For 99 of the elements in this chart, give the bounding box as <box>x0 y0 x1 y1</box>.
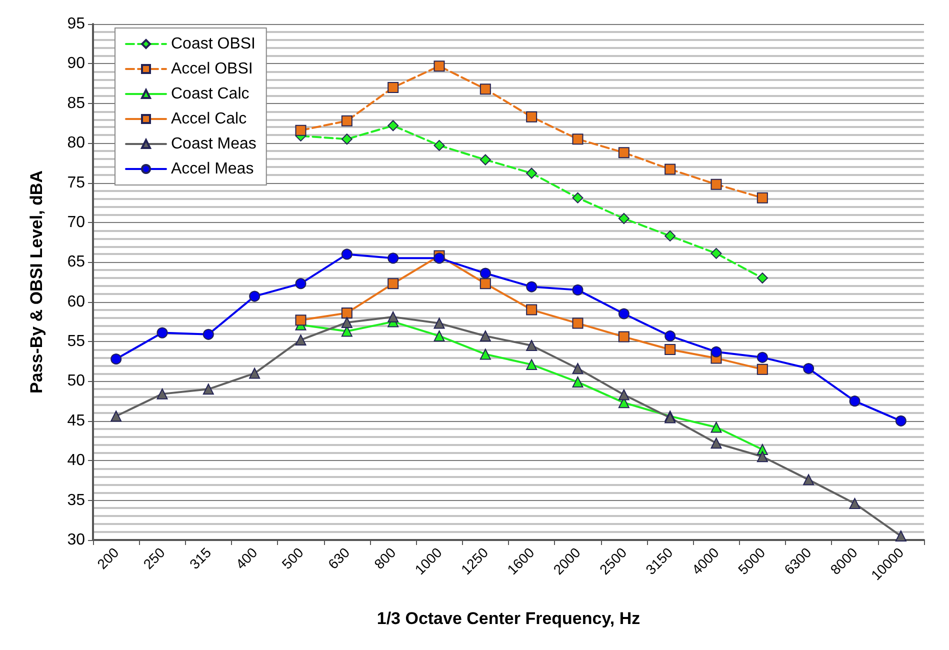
y-tick-label: 60 <box>67 293 86 310</box>
point <box>710 346 722 358</box>
point <box>341 134 352 145</box>
point <box>526 281 538 292</box>
y-tick-label: 65 <box>67 254 86 271</box>
legend-label: Accel Meas <box>171 160 254 178</box>
point <box>341 115 352 126</box>
point <box>480 348 491 360</box>
y-tick-label: 40 <box>67 452 86 470</box>
x-axis-title: 1/3 Octave Center Frequency, Hz <box>376 609 640 628</box>
point <box>572 376 584 388</box>
point <box>249 368 260 379</box>
point <box>710 422 722 433</box>
point <box>341 307 352 318</box>
point <box>110 410 122 422</box>
point <box>849 396 860 407</box>
point <box>295 278 306 290</box>
point <box>156 388 168 400</box>
point <box>618 331 630 342</box>
point <box>756 352 768 363</box>
y-tick-label: 55 <box>67 333 86 350</box>
point <box>572 318 584 329</box>
point <box>526 168 538 179</box>
point <box>110 354 122 364</box>
point <box>572 284 584 296</box>
point <box>388 82 399 94</box>
x-tick-label: 200 <box>94 544 122 572</box>
y-tick-label: 45 <box>67 412 86 430</box>
point <box>434 252 445 264</box>
point <box>849 498 860 509</box>
point <box>526 340 538 352</box>
point <box>480 154 491 166</box>
point <box>572 363 584 374</box>
y-tick-label: 70 <box>67 214 86 231</box>
y-tick-label: 50 <box>67 372 86 390</box>
legend-label: Coast Meas <box>171 136 256 152</box>
point <box>618 308 630 320</box>
point <box>434 318 445 329</box>
x-tick-label: 630 <box>324 544 353 572</box>
point <box>434 330 445 342</box>
point <box>803 474 814 486</box>
point <box>710 248 722 259</box>
point <box>572 134 584 145</box>
point <box>295 124 306 136</box>
point <box>710 438 722 449</box>
point <box>664 164 676 175</box>
x-tick-label: 315 <box>186 544 214 572</box>
y-tick-label: 80 <box>67 134 86 152</box>
y-tick-label: 75 <box>67 174 86 192</box>
point <box>526 304 538 316</box>
point <box>202 328 214 340</box>
x-tick-label: 250 <box>140 544 168 572</box>
point <box>895 415 906 426</box>
y-tick-label: 35 <box>67 492 86 509</box>
point <box>756 272 768 284</box>
point <box>618 147 630 158</box>
point <box>249 290 260 302</box>
y-axis-title: Pass-By & OBSI Level, dBA <box>27 170 46 394</box>
x-tick-label: 400 <box>232 544 260 572</box>
y-tick-label: 30 <box>67 532 86 548</box>
point <box>756 192 768 204</box>
point <box>480 84 491 95</box>
x-tick-label: 500 <box>278 544 307 572</box>
point <box>341 316 352 328</box>
legend-label: Coast OBSI <box>171 36 256 52</box>
point <box>526 111 538 122</box>
point <box>480 278 491 290</box>
point <box>388 120 399 132</box>
y-tick-label: 95 <box>67 16 86 32</box>
point <box>480 330 491 342</box>
point <box>388 252 399 264</box>
point <box>618 212 630 224</box>
legend-label: Coast Calc <box>171 86 250 102</box>
point <box>388 311 399 322</box>
legend-label: Accel OBSI <box>171 60 253 78</box>
point <box>710 178 722 190</box>
point <box>664 344 676 355</box>
point <box>295 314 306 326</box>
point <box>664 330 676 342</box>
point <box>572 192 584 204</box>
point <box>202 384 214 395</box>
y-tick-label: 85 <box>67 94 86 112</box>
y-tick-label: 90 <box>67 55 86 72</box>
point <box>480 268 491 279</box>
point <box>618 389 630 400</box>
point <box>803 363 814 374</box>
x-tick-label: 800 <box>370 544 399 572</box>
point <box>756 451 768 462</box>
point <box>526 359 538 370</box>
point <box>895 530 906 542</box>
point <box>664 230 676 242</box>
point <box>388 278 399 290</box>
point <box>295 334 306 346</box>
legend-label: Accel Calc <box>171 110 247 128</box>
point <box>756 364 768 375</box>
point <box>156 327 168 338</box>
point <box>341 248 352 260</box>
point <box>434 140 445 151</box>
point <box>434 60 445 72</box>
